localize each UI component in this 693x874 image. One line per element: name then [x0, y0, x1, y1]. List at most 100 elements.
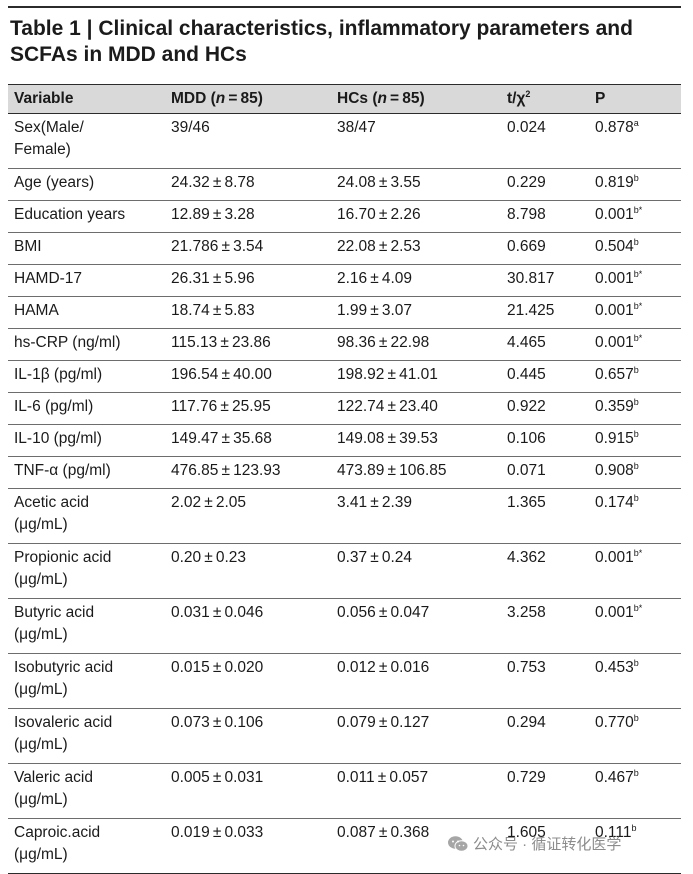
p-value-cell: 0.001b* [589, 543, 681, 599]
mdd-cell: 39/46 [165, 113, 331, 169]
variable-cell: BMI [8, 232, 165, 265]
p-footnote-mark: b* [633, 204, 643, 215]
hcs-cell: 198.92 ± 41.01 [331, 360, 501, 393]
mdd-cell: 0.019 ± 0.033 [165, 818, 331, 874]
statistic-cell: 0.922 [501, 392, 589, 425]
mdd-cell: 149.47 ± 35.68 [165, 424, 331, 457]
hcs-cell: 0.056 ± 0.047 [331, 598, 501, 654]
p-footnote-mark: b* [633, 300, 643, 311]
hcs-cell: 0.011 ± 0.057 [331, 763, 501, 819]
p-value-cell: 0.001b* [589, 598, 681, 654]
hcs-cell: 473.89 ± 106.85 [331, 456, 501, 489]
hcs-cell: 122.74 ± 23.40 [331, 392, 501, 425]
table-row: Isovaleric acid (μg/mL) 0.073 ± 0.106 0.07… [8, 708, 681, 764]
p-value-cell: 0.467b [589, 763, 681, 819]
p-value-cell: 0.001b* [589, 328, 681, 361]
p-value-cell: 0.819b [589, 168, 681, 201]
statistic-cell: 0.753 [501, 653, 589, 709]
p-footnote-mark: b [633, 396, 639, 407]
header-row: Variable MDD (n = 85) HCs (n = 85) t/χ2 P [8, 84, 681, 114]
variable-cell: Valeric acid (μg/mL) [8, 763, 165, 819]
statistic-cell: 0.445 [501, 360, 589, 393]
variable-cell: Education years [8, 200, 165, 233]
p-footnote-mark: a [633, 117, 639, 128]
table-row: hs-CRP (ng/ml) 115.13 ± 23.86 98.36 ± 22.9… [8, 328, 681, 361]
mdd-cell: 12.89 ± 3.28 [165, 200, 331, 233]
p-footnote-mark: b* [633, 547, 643, 558]
p-value-cell: 0.453b [589, 653, 681, 709]
p-footnote-mark: b [633, 657, 639, 668]
header-hcs: HCs (n = 85) [331, 84, 501, 114]
watermark-text: 公众号 · 循证转化医学 [473, 836, 622, 853]
mdd-cell: 196.54 ± 40.00 [165, 360, 331, 393]
mdd-cell: 476.85 ± 123.93 [165, 456, 331, 489]
p-footnote-mark: b* [633, 332, 643, 343]
statistic-cell: 30.817 [501, 264, 589, 297]
p-value-cell: 0.878a [589, 113, 681, 169]
p-footnote-mark: b [631, 822, 637, 833]
statistic-cell: 1.365 [501, 488, 589, 544]
p-footnote-mark: b [633, 460, 639, 471]
variable-cell: Propionic acid (μg/mL) [8, 543, 165, 599]
data-table: Variable MDD (n = 85) HCs (n = 85) t/χ2 P Se… [8, 84, 681, 874]
statistic-cell: 4.362 [501, 543, 589, 599]
p-footnote-mark: b [633, 492, 639, 503]
mdd-cell: 0.20 ± 0.23 [165, 543, 331, 599]
mdd-cell: 0.015 ± 0.020 [165, 653, 331, 709]
table-body: Sex(Male/ Female) 39/46 38/47 0.024 0.878a Ag… [8, 113, 681, 874]
variable-cell: Sex(Male/ Female) [8, 113, 165, 169]
p-footnote-mark: b [633, 428, 639, 439]
p-value-cell: 0.001b* [589, 200, 681, 233]
wechat-icon [448, 835, 469, 852]
statistic-cell: 0.669 [501, 232, 589, 265]
hcs-cell: 0.087 ± 0.368 [331, 818, 501, 874]
variable-cell: TNF-α (pg/ml) [8, 456, 165, 489]
table-row: TNF-α (pg/ml) 476.85 ± 123.93 473.89 ± 106… [8, 456, 681, 489]
header-mdd: MDD (n = 85) [165, 84, 331, 114]
p-footnote-mark: b [633, 712, 639, 723]
variable-cell: Acetic acid (μg/mL) [8, 488, 165, 544]
hcs-cell: 98.36 ± 22.98 [331, 328, 501, 361]
table-row: IL-10 (pg/ml) 149.47 ± 35.68 149.08 ± 39.5… [8, 424, 681, 457]
variable-cell: Age (years) [8, 168, 165, 201]
statistic-cell: 21.425 [501, 296, 589, 329]
hcs-cell: 3.41 ± 2.39 [331, 488, 501, 544]
header-variable: Variable [8, 84, 165, 114]
table-row: IL-6 (pg/ml) 117.76 ± 25.95 122.74 ± 23.40… [8, 392, 681, 425]
p-value-cell: 0.001b* [589, 296, 681, 329]
p-value-cell: 0.770b [589, 708, 681, 764]
hcs-cell: 149.08 ± 39.53 [331, 424, 501, 457]
header-p: P [589, 84, 681, 114]
p-footnote-mark: b* [633, 602, 643, 613]
p-footnote-mark: b [633, 767, 639, 778]
mdd-cell: 0.005 ± 0.031 [165, 763, 331, 819]
variable-cell: Caproic.acid (μg/mL) [8, 818, 165, 874]
statistic-cell: 1.605 [501, 818, 589, 874]
statistic-cell: 0.071 [501, 456, 589, 489]
title-separator: | [86, 17, 93, 40]
p-footnote-mark: b [633, 172, 639, 183]
p-footnote-mark: b [633, 364, 639, 375]
hcs-cell: 2.16 ± 4.09 [331, 264, 501, 297]
statistic-cell: 8.798 [501, 200, 589, 233]
mdd-cell: 18.74 ± 5.83 [165, 296, 331, 329]
mdd-cell: 0.031 ± 0.046 [165, 598, 331, 654]
mdd-cell: 21.786 ± 3.54 [165, 232, 331, 265]
table-row: HAMD-17 26.31 ± 5.96 2.16 ± 4.09 30.817 0.00… [8, 264, 681, 297]
statistic-cell: 0.294 [501, 708, 589, 764]
mdd-cell: 26.31 ± 5.96 [165, 264, 331, 297]
variable-cell: IL-1β (pg/ml) [8, 360, 165, 393]
variable-cell: IL-10 (pg/ml) [8, 424, 165, 457]
p-value-cell: 0.908b [589, 456, 681, 489]
p-value-cell: 0.657b [589, 360, 681, 393]
statistic-cell: 0.229 [501, 168, 589, 201]
mdd-cell: 115.13 ± 23.86 [165, 328, 331, 361]
table-row: Acetic acid (μg/mL) 2.02 ± 2.05 3.41 ± 2.3… [8, 488, 681, 544]
variable-cell: HAMD-17 [8, 264, 165, 297]
variable-cell: hs-CRP (ng/ml) [8, 328, 165, 361]
hcs-cell: 16.70 ± 2.26 [331, 200, 501, 233]
mdd-cell: 0.073 ± 0.106 [165, 708, 331, 764]
table-caption: Clinical characteristics, inflammatory p… [10, 17, 633, 66]
hcs-cell: 24.08 ± 3.55 [331, 168, 501, 201]
variable-cell: Butyric acid (μg/mL) [8, 598, 165, 654]
